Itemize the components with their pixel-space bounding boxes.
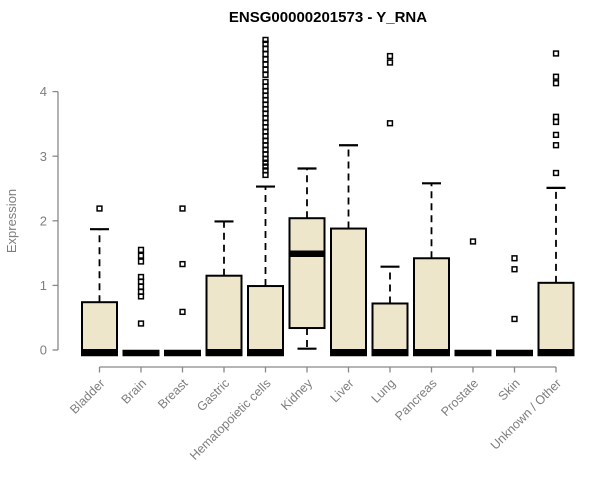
x-tick-label-brain: Brain [119, 376, 150, 407]
outlier-point [179, 205, 186, 212]
y-tick-label-1: 1 [40, 278, 47, 293]
x-tick-label-prostate: Prostate [438, 376, 481, 419]
outlier-point [386, 59, 394, 66]
outlier-point [552, 50, 560, 57]
x-tick-label-pancreas: Pancreas [392, 376, 439, 423]
box-iqr [205, 274, 243, 351]
outlier-point [552, 131, 560, 139]
outlier-point [511, 315, 518, 323]
outlier-point [137, 293, 145, 300]
chart-title: ENSG00000201573 - Y_RNA [229, 9, 427, 26]
outlier-point [262, 61, 269, 68]
outlier-point [137, 283, 145, 290]
outlier-point [552, 169, 560, 177]
boxplot-unknown-other [537, 50, 575, 357]
x-tick-label-lung: Lung [369, 376, 399, 406]
boxplots [81, 36, 575, 357]
outlier-point [386, 120, 394, 127]
outlier-point [511, 255, 518, 262]
outlier-point [96, 205, 103, 212]
outlier-point [469, 238, 477, 245]
x-tick-label-kidney: Kidney [278, 376, 315, 413]
box-iqr [81, 301, 118, 352]
outlier-point [552, 118, 560, 126]
boxplot-brain [122, 246, 160, 357]
outlier-point [552, 113, 560, 120]
boxplot-skin [496, 255, 533, 357]
boxplot-prostate [454, 238, 492, 357]
boxplot-breast [164, 205, 201, 357]
outlier-point [262, 36, 269, 44]
x-tick-label-skin: Skin [496, 376, 523, 403]
box-iqr [371, 302, 409, 352]
outlier-point [137, 252, 145, 259]
y-tick-label-2: 2 [40, 213, 47, 228]
boxplot-pancreas [413, 182, 450, 357]
outlier-point [552, 73, 560, 80]
boxplot-liver [330, 144, 367, 357]
outlier-point [262, 171, 269, 179]
boxplot-gastric [205, 220, 243, 357]
outlier-point [262, 56, 269, 63]
outlier-point [137, 278, 145, 285]
outlier-point [179, 308, 186, 316]
outlier-point [137, 320, 145, 327]
boxplot-hematopoietic-cells [247, 36, 284, 357]
x-tick-label-hematopoietic-cells: Hematopoietic cells [187, 376, 274, 463]
outlier-point [262, 50, 269, 58]
outlier-point [179, 260, 186, 268]
y-tick-label-0: 0 [40, 343, 47, 358]
outlier-point [262, 66, 269, 73]
outlier-point [552, 80, 560, 87]
box-iqr [330, 227, 367, 351]
outlier-point [262, 45, 269, 53]
outlier-point [511, 266, 518, 273]
x-tick-label-liver: Liver [328, 376, 357, 405]
outlier-point [137, 258, 145, 265]
box-iqr [247, 285, 284, 351]
outlier-point [262, 163, 269, 170]
outlier-point [552, 142, 560, 149]
y-tick-label-4: 4 [40, 84, 47, 99]
boxplot-lung [371, 52, 409, 357]
outlier-point [137, 246, 145, 254]
outlier-point [262, 155, 269, 162]
x-tick-label-breast: Breast [155, 376, 191, 412]
box-iqr [413, 257, 450, 352]
boxplot-kidney [288, 167, 326, 350]
box-iqr [537, 281, 575, 352]
boxplot-bladder [81, 205, 118, 357]
y-tick-label-3: 3 [40, 149, 47, 164]
outlier-point [262, 40, 269, 47]
x-tick-label-unknown-other: Unknown / Other [488, 376, 564, 452]
x-tick-label-bladder: Bladder [67, 376, 107, 416]
outlier-point [262, 159, 269, 166]
box-iqr [288, 217, 326, 330]
x-tick-label-gastric: Gastric [194, 376, 232, 414]
outlier-point [262, 71, 269, 78]
y-axis-label: Expression [4, 189, 19, 253]
outlier-point [386, 52, 394, 60]
